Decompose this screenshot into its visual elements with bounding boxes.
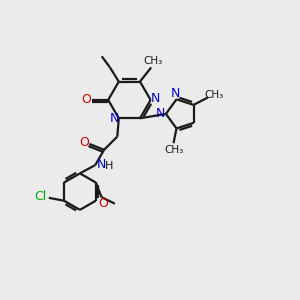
Text: O: O (81, 93, 91, 106)
Text: O: O (79, 136, 89, 149)
Text: CH₃: CH₃ (143, 56, 162, 66)
Text: N: N (170, 87, 180, 100)
Text: N: N (97, 158, 106, 171)
Text: O: O (98, 196, 108, 210)
Text: CH₃: CH₃ (164, 145, 183, 154)
Text: H: H (105, 161, 114, 171)
Text: N: N (110, 112, 119, 125)
Text: N: N (151, 92, 160, 105)
Text: Cl: Cl (34, 190, 47, 203)
Text: CH₃: CH₃ (205, 90, 224, 100)
Text: N: N (156, 107, 165, 120)
